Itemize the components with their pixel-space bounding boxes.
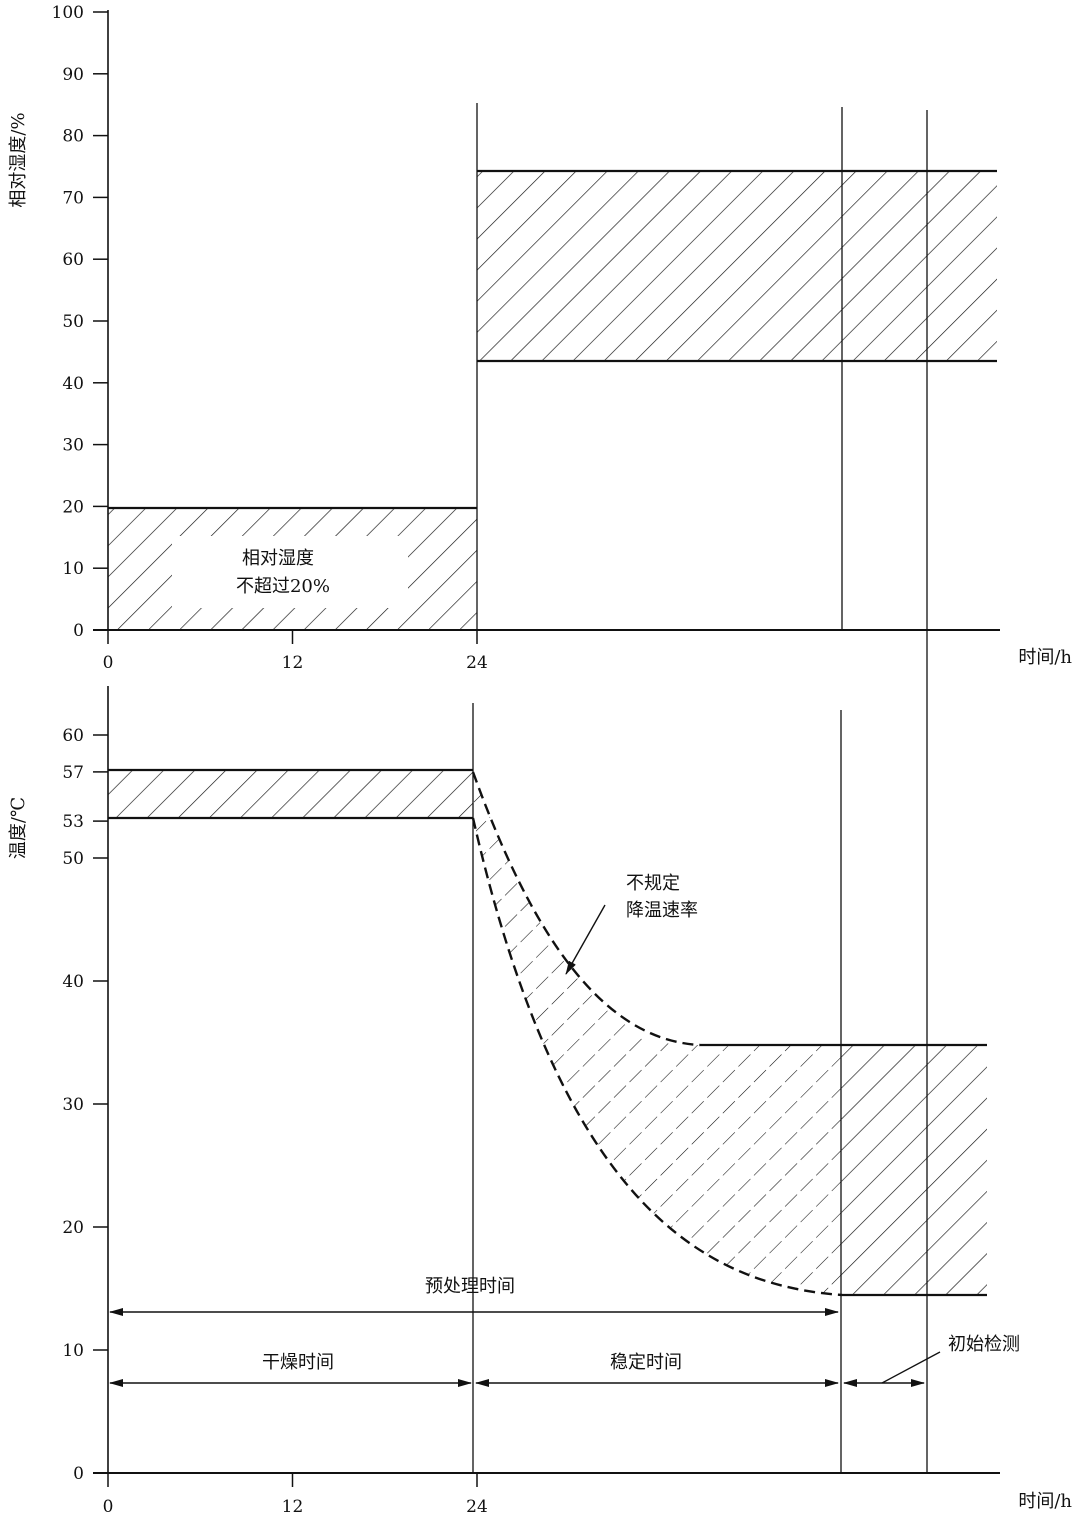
humidity-y-tick-label: 60: [62, 250, 84, 270]
humidity-y-tick-label: 0: [73, 621, 84, 641]
humidity-y-tick-label: 100: [52, 3, 84, 23]
temperature-annotation-line1: 不规定: [626, 873, 680, 894]
temperature-x-tick-label: 24: [466, 1497, 488, 1517]
temperature-annotation-line2: 降温速率: [626, 900, 698, 921]
temperature-y-tick-label: 40: [62, 972, 84, 992]
cooling-lower-curve: [471, 817, 843, 1297]
temperature-stabilizing-band: [700, 1043, 987, 1297]
temperature-x-tick-label: 12: [282, 1497, 304, 1517]
humidity-y-ticks: 0 10 20 30 40 50 60 70 80 90 100: [52, 3, 108, 641]
initial-inspection-label: 初始检测: [948, 1334, 1020, 1355]
temperature-y-tick-label: 53: [62, 812, 84, 832]
temperature-y-tick-label: 20: [62, 1218, 84, 1238]
humidity-chart: 0 10 20 30 40 50 60 70 80 90 100 0 12 24 相对湿度 不超过20%…: [8, 3, 1072, 673]
temperature-drying-band: [108, 768, 473, 820]
humidity-stabilizing-band: [477, 169, 997, 363]
humidity-y-tick-label: 10: [62, 559, 84, 579]
humidity-annotation-line1: 相对湿度: [242, 548, 314, 569]
temperature-y-tick-label: 57: [62, 763, 84, 783]
humidity-y-tick-label: 30: [62, 436, 84, 456]
humidity-x-ticks: 0 12 24: [103, 630, 488, 673]
temperature-y-tick-label: 30: [62, 1095, 84, 1115]
cooling-region: [473, 772, 842, 1295]
initial-inspection-leader: [881, 1351, 941, 1384]
temperature-x-label: 时间/h: [1018, 1491, 1072, 1512]
temperature-x-tick-label: 0: [103, 1497, 114, 1517]
temperature-x-ticks: 0 12 24: [103, 1473, 488, 1517]
humidity-y-tick-label: 40: [62, 374, 84, 394]
humidity-x-label: 时间/h: [1018, 647, 1072, 668]
drying-period-label: 干燥时间: [262, 1352, 334, 1373]
humidity-annotation-line2: 不超过20%: [236, 576, 330, 597]
humidity-y-tick-label: 90: [62, 65, 84, 85]
temperature-y-tick-label: 60: [62, 726, 84, 746]
temperature-y-ticks: 0 10 20 30 40 50 53 57 60: [62, 726, 108, 1484]
cooling-annotation-arrow: [565, 904, 606, 975]
humidity-y-tick-label: 80: [62, 127, 84, 147]
temperature-y-tick-label: 50: [62, 849, 84, 869]
temperature-y-label: 温度/℃: [8, 797, 29, 859]
humidity-y-label: 相对湿度/%: [8, 112, 29, 207]
temperature-y-tick-label: 0: [73, 1464, 84, 1484]
humidity-y-tick-label: 20: [62, 497, 84, 517]
humidity-x-tick-label: 12: [282, 653, 304, 673]
humidity-y-tick-label: 70: [62, 188, 84, 208]
pretreatment-period-label: 预处理时间: [425, 1276, 515, 1297]
temperature-y-tick-label: 10: [62, 1341, 84, 1361]
stabilizing-period-label: 稳定时间: [610, 1352, 682, 1373]
humidity-x-tick-label: 0: [103, 653, 114, 673]
humidity-x-tick-label: 24: [466, 653, 488, 673]
humidity-y-tick-label: 50: [62, 312, 84, 332]
temperature-chart: 0 10 20 30 40 50 53 57 60 0 12 24 不规定 降温速率 预处理时间: [8, 686, 1072, 1517]
humidity-drying-band: [108, 506, 477, 630]
